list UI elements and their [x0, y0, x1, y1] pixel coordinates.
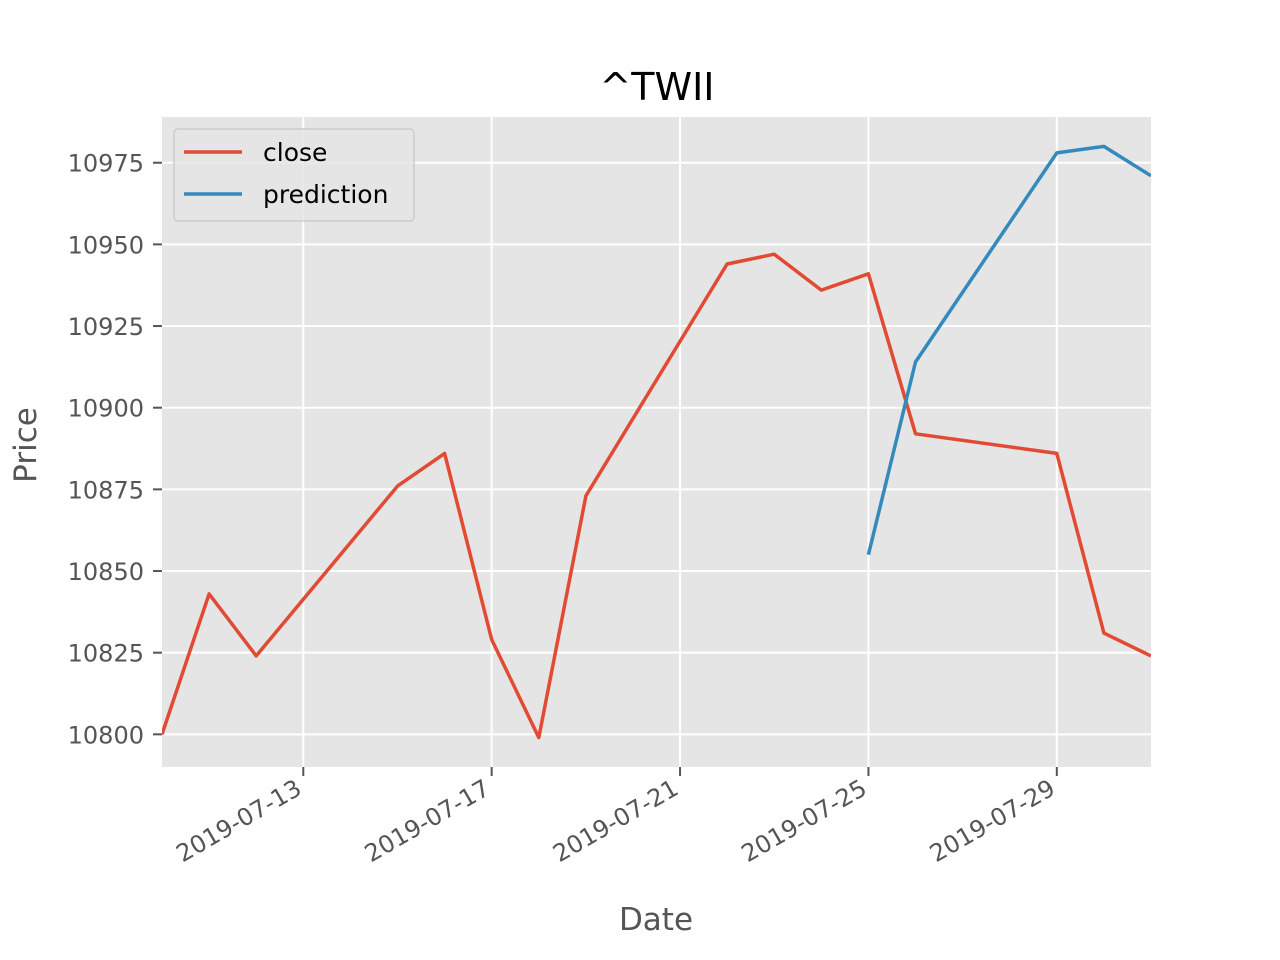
series-line-prediction — [866, 144, 1151, 556]
y-tick-label: 10850 — [68, 558, 144, 586]
y-tick-label: 10800 — [68, 721, 144, 749]
y-axis: 10800 10825 10850 10875 10900 10925 10950 10975 — [68, 150, 162, 749]
x-tick-label: 2019-07-17 — [360, 774, 495, 868]
y-tick-label: 10825 — [68, 640, 144, 668]
legend-label-close: close — [263, 138, 327, 167]
chart-title: ^TWII — [599, 65, 714, 109]
y-tick-label: 10950 — [68, 231, 144, 259]
y-tick-label: 10975 — [68, 150, 144, 178]
series-group — [162, 144, 1151, 740]
x-tick-label: 2019-07-29 — [925, 774, 1060, 868]
x-tick-label: 2019-07-25 — [737, 774, 872, 868]
y-tick-label: 10925 — [68, 313, 144, 341]
x-axis: 2019-07-13 2019-07-17 2019-07-21 2019-07-25… — [171, 767, 1060, 868]
x-tick-label: 2019-07-13 — [171, 774, 306, 868]
legend: close prediction — [173, 128, 415, 222]
legend-label-prediction: prediction — [263, 180, 388, 209]
y-axis-label: Price — [8, 407, 44, 483]
x-axis-label: Date — [619, 902, 693, 938]
y-tick-label: 10875 — [68, 476, 144, 504]
series-line-close — [162, 252, 1151, 740]
x-tick-label: 2019-07-21 — [548, 774, 683, 868]
y-tick-label: 10900 — [68, 395, 144, 423]
